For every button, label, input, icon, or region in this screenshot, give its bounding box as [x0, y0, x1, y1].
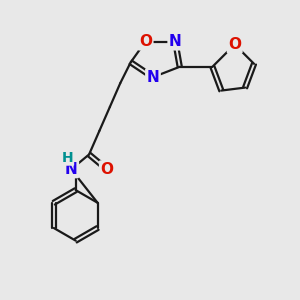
- Text: O: O: [228, 37, 241, 52]
- Text: H: H: [62, 151, 74, 165]
- Text: O: O: [139, 34, 152, 49]
- Text: N: N: [65, 162, 78, 177]
- Text: O: O: [100, 162, 113, 177]
- Text: N: N: [169, 34, 182, 49]
- Text: N: N: [147, 70, 159, 85]
